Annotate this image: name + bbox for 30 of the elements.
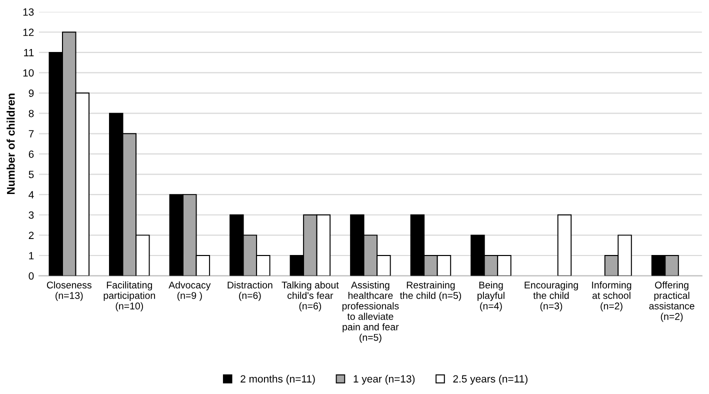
x-tick-label: Assisting healthcare professionals to alleviate pain and fear (n=5) [342, 281, 399, 343]
x-tick-label: Offering practical assistance (n=2) [649, 281, 694, 322]
y-axis-title: Number of children [6, 94, 15, 194]
legend-label: 2.5 years (n=11) [453, 374, 528, 385]
legend-label: 1 year (n=13) [354, 374, 415, 385]
y-tick-label: 0 [28, 272, 34, 280]
bar [557, 214, 572, 276]
x-tick-label: Being playful (n=4) [478, 281, 504, 312]
x-tick-label: Talking about child's fear (n=6) [282, 281, 339, 312]
y-tick-label: 2 [28, 232, 34, 239]
x-tick-label: Distraction (n=6) [228, 281, 272, 301]
y-tick-label: 5 [28, 170, 34, 178]
y-tick-label: 13 [23, 8, 34, 16]
x-tick-label: Facilitating participation (n=10) [104, 281, 155, 312]
y-tick-label: 10 [23, 69, 34, 77]
y-tick-label: 7 [28, 130, 34, 138]
y-tick-label: 9 [28, 90, 34, 97]
x-tick-label: Closeness (n=13) [46, 281, 92, 301]
legend-label: 2 months (n=11) [240, 374, 315, 385]
y-tick-label: 12 [23, 28, 34, 36]
y-tick-label: 8 [28, 110, 34, 118]
y-tick-label: 4 [28, 191, 34, 198]
y-tick-label: 11 [24, 49, 34, 56]
x-tick-label: Advocacy (n=9 ) [168, 281, 211, 301]
x-tick-label: Restraining the child (n=5) [400, 281, 462, 301]
y-tick-label: 1 [29, 252, 34, 260]
y-tick-label: 6 [28, 150, 34, 158]
x-tick-label: Encouraging the child (n=3) [524, 281, 578, 312]
y-tick-label: 3 [28, 211, 34, 219]
x-tick-label: Informing at school (n=2) [592, 281, 632, 312]
